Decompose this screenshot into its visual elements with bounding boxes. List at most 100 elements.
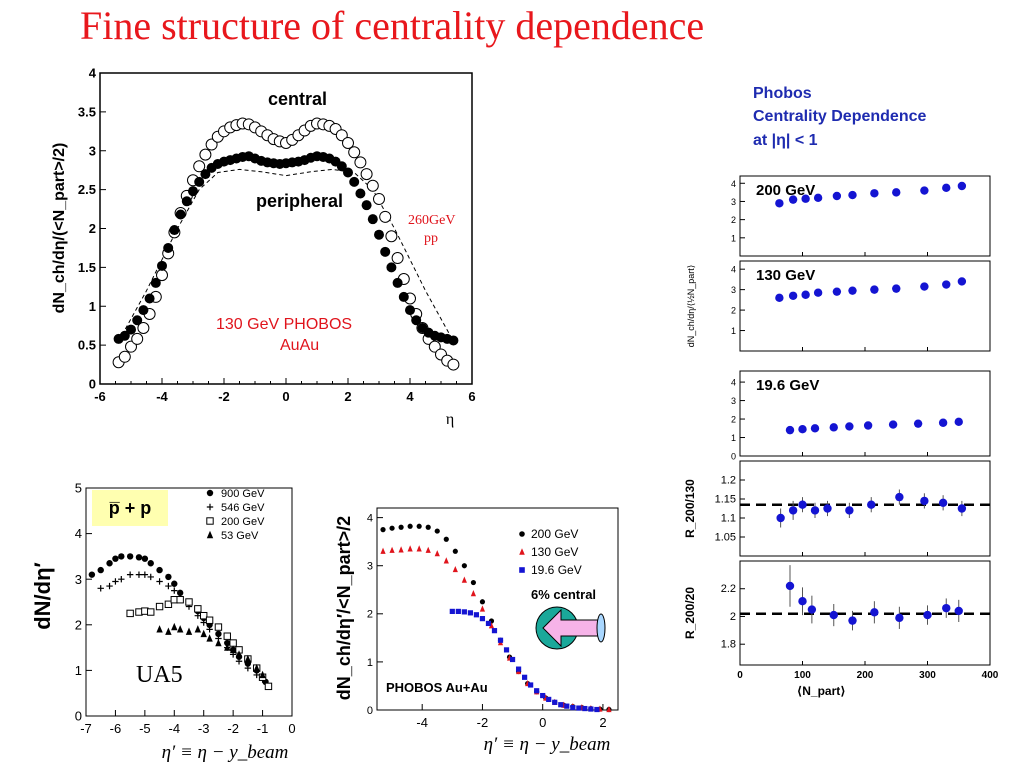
- a-ytick-label: 0: [89, 377, 96, 392]
- cd-point-1: [788, 291, 798, 300]
- phobos-point-1: [398, 546, 404, 553]
- a-ylabel: dN_ch/dη/(<N_part>/2): [51, 143, 68, 314]
- central-point: [360, 168, 373, 181]
- phobos-point-0: [416, 523, 422, 529]
- peripheral-point: [411, 315, 422, 326]
- phobos-point-2: [485, 620, 492, 627]
- central-point: [428, 340, 441, 353]
- ua5-point-2: [205, 616, 214, 624]
- peripheral-point: [386, 262, 397, 273]
- peripheral-point: [194, 176, 205, 187]
- c-ytick-label: 4: [367, 512, 373, 524]
- central-point: [348, 146, 361, 159]
- phobos-legend-label: 130 GeV: [531, 545, 578, 559]
- cd-xtick-label: 400: [982, 670, 999, 681]
- ua5-point-1: [135, 571, 143, 578]
- phobos-point-2: [582, 705, 588, 712]
- phobos-point-2: [588, 706, 594, 712]
- cd-ytick-label: 2: [730, 611, 736, 623]
- ua5-point-3: [185, 627, 193, 635]
- ua5-legend-label: 53 GeV: [221, 530, 259, 542]
- cd-point-0: [942, 183, 951, 193]
- peripheral-point: [200, 169, 211, 180]
- cd-ylabel-3: R_200/130: [683, 479, 697, 538]
- ua5-point-0: [141, 555, 149, 562]
- cd-ytick-label: 2: [731, 415, 736, 425]
- b-xtick-label: 0: [288, 721, 295, 736]
- peripheral-point: [374, 229, 384, 240]
- ua5-point-0: [135, 554, 143, 561]
- ua5-point-0: [176, 589, 184, 597]
- cd-ytick-label: 4: [731, 265, 736, 275]
- central-point: [125, 340, 137, 353]
- phobos-point-1: [434, 550, 440, 557]
- central-point: [205, 138, 218, 151]
- peripheral-point: [361, 200, 372, 211]
- c-ytick-label: 1: [367, 657, 373, 669]
- phobos-point-1: [416, 545, 422, 552]
- cd-point-2: [863, 421, 873, 430]
- phobos-point-0: [425, 524, 431, 530]
- cd-point-1: [801, 290, 810, 299]
- cd-point-4: [848, 616, 857, 625]
- central-point: [447, 358, 460, 371]
- a-xtick-label: 4: [406, 389, 414, 404]
- cd-ytick-label: 2: [731, 306, 736, 316]
- phobos-point-2: [491, 628, 498, 634]
- phobos-legend-label: 19.6 GeV: [531, 563, 582, 577]
- ua5-point-2: [194, 605, 202, 613]
- peripheral-point: [355, 188, 366, 199]
- annotation-peripheral: peripheral: [256, 191, 344, 211]
- phobos-point-0: [389, 525, 395, 531]
- phobos-point-2: [540, 692, 546, 699]
- central-point: [379, 210, 392, 223]
- b-xtick-label: -3: [198, 721, 210, 736]
- ua5-legend-label: 200 GeV: [221, 516, 265, 528]
- ua5-label: UA5: [136, 662, 183, 688]
- cd-point-3: [845, 506, 854, 515]
- cd-panel-label: 130 GeV: [756, 267, 815, 284]
- cd-point-2: [785, 425, 795, 435]
- slide-title: Fine structure of centrality dependence: [80, 3, 705, 48]
- cd-point-4: [807, 605, 817, 614]
- phobos-point-0: [470, 579, 476, 586]
- cd-point-1: [957, 277, 967, 286]
- ua5-point-2: [164, 600, 173, 608]
- b-ytick-label: 5: [75, 481, 82, 496]
- phobos-point-1: [606, 705, 612, 713]
- b-xtick-label: -6: [110, 721, 122, 736]
- arrow-tail-icon: [596, 613, 606, 643]
- cd-ytick-label: 1.8: [721, 639, 736, 651]
- cd-point-4: [829, 610, 838, 620]
- cd-panel-label: 19.6 GeV: [756, 377, 819, 394]
- phobos-point-2: [534, 688, 540, 694]
- ua5-point-2: [223, 632, 231, 640]
- ua5-point-2: [155, 602, 164, 611]
- cd-xlabel: ⟨N_part⟩: [797, 684, 846, 698]
- phobos-point-0: [407, 523, 413, 529]
- cd-point-4: [870, 608, 879, 617]
- annotation-pp-line1: 260GeV: [408, 213, 456, 228]
- peripheral-point: [448, 335, 459, 346]
- peripheral-point: [126, 324, 136, 335]
- cd-point-4: [942, 603, 951, 613]
- peripheral-point: [367, 214, 378, 225]
- ua5-legend-marker: [206, 530, 214, 539]
- phobos-point-2: [570, 704, 576, 711]
- a-ytick-label: 1.5: [78, 260, 96, 275]
- cd-point-0: [957, 181, 967, 191]
- cd-xtick-label: 200: [857, 670, 874, 681]
- ua5-point-3: [171, 622, 178, 631]
- peripheral-point: [343, 167, 353, 178]
- peripheral-point: [175, 209, 186, 220]
- ua5-point-2: [229, 639, 237, 647]
- cd-point-3: [895, 492, 904, 502]
- ua5-point-0: [126, 553, 134, 560]
- ua5-point-1: [244, 664, 252, 672]
- chart-centrality-dependence: 1 2 3 4 200 GeV 1 2 3 4 130 GeV 0 1 2 3 4 19.6 GeV 1.05 1…: [683, 175, 999, 698]
- cd-point-1: [870, 285, 879, 294]
- peripheral-point: [138, 305, 149, 316]
- a-ytick-label: 4: [89, 66, 97, 81]
- central-point: [385, 230, 398, 243]
- chart-limiting-fragmentation: -4 -2 0 2 0 1 2 3 4 200 GeV 130 GeV 19.6 GeV η′ ≡ η …: [334, 507, 619, 755]
